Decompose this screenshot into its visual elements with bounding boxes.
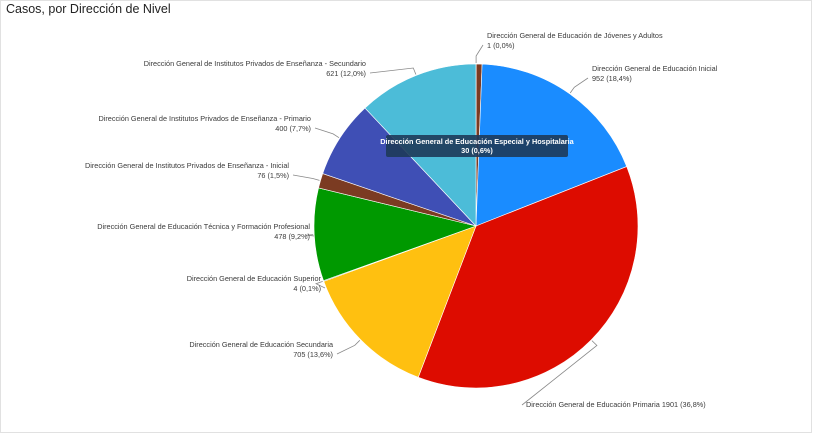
slice-label-value: 952 (18,4%) bbox=[592, 74, 632, 83]
slice-label-text: Dirección General de Educación Primaria … bbox=[526, 400, 706, 409]
slice-label-direccion-general-de-institutos-privados-de-ensenanza-inicial: Dirección General de Institutos Privados… bbox=[85, 161, 289, 180]
slice-label-direccion-general-de-educacion-primaria: Dirección General de Educación Primaria … bbox=[526, 400, 706, 409]
tooltip-background bbox=[386, 135, 568, 157]
slice-label-direccion-general-de-educacion-de-jovenes-y-adultos: Dirección General de Educación de Jóvene… bbox=[487, 31, 663, 50]
pie-slice-direccion-general-de-educacion-primaria[interactable] bbox=[417, 166, 639, 389]
slice-label-direccion-general-de-educacion-tecnica-y-formacion-profesional: Dirección General de Educación Técnica y… bbox=[97, 222, 310, 241]
leader-line-direccion-general-de-educacion-superior bbox=[315, 281, 326, 289]
leader-line-direccion-general-de-institutos-privados-de-ensenanza-primario bbox=[314, 127, 340, 139]
slice-label-direccion-general-de-educacion-inicial: Dirección General de Educación Inicial95… bbox=[592, 64, 718, 83]
slice-label-value: 400 (7,7%) bbox=[275, 124, 311, 133]
slice-label-direccion-general-de-institutos-privados-de-ensenanza-secundario: Dirección General de Institutos Privados… bbox=[144, 59, 366, 78]
slice-label-direccion-general-de-institutos-privados-de-ensenanza-primario: Dirección General de Institutos Privados… bbox=[98, 114, 311, 133]
leader-line-direccion-general-de-institutos-privados-de-ensenanza-inicial bbox=[292, 174, 320, 181]
leader-line-direccion-general-de-educacion-primaria bbox=[521, 340, 598, 406]
pie-slice-direccion-general-de-educacion-secundaria[interactable] bbox=[323, 225, 477, 378]
slice-label-name: Dirección General de Educación Inicial bbox=[592, 64, 718, 73]
slice-label-name: Dirección General de Institutos Privados… bbox=[85, 161, 289, 170]
slice-label-value: 478 (9,2%) bbox=[274, 232, 310, 241]
slice-label-direccion-general-de-educacion-secundaria: Dirección General de Educación Secundari… bbox=[189, 340, 334, 359]
slice-label-name: Dirección General de Educación Secundari… bbox=[189, 340, 334, 349]
slice-label-name: Dirección General de Educación Superior bbox=[187, 274, 322, 283]
tooltip-value: 30 (0,6%) bbox=[461, 146, 493, 155]
slice-label-name: Dirección General de Institutos Privados… bbox=[144, 59, 366, 68]
leader-line-direccion-general-de-educacion-inicial bbox=[569, 77, 589, 94]
leader-line-direccion-general-de-educacion-tecnica-y-formacion-profesional bbox=[306, 234, 315, 237]
leader-line-direccion-general-de-institutos-privados-de-ensenanza-secundario bbox=[369, 67, 417, 75]
tooltip-name: Dirección General de Educación Especial … bbox=[380, 137, 574, 146]
chart-tooltip: Dirección General de Educación Especial … bbox=[380, 135, 575, 157]
leader-line-direccion-general-de-educacion-secundaria bbox=[336, 340, 361, 355]
slice-label-value: 4 (0,1%) bbox=[293, 284, 321, 293]
slice-label-value: 705 (13,6%) bbox=[293, 350, 333, 359]
slice-label-name: Dirección General de Institutos Privados… bbox=[98, 114, 311, 123]
pie-slice-direccion-general-de-educacion-tecnica-y-formacion-profesional[interactable] bbox=[313, 187, 478, 282]
chart-title: Casos, por Dirección de Nivel bbox=[6, 2, 171, 16]
slice-label-value: 621 (12,0%) bbox=[326, 69, 366, 78]
slice-label-value: 1 (0,0%) bbox=[487, 41, 515, 50]
slice-label-value: 76 (1,5%) bbox=[257, 171, 289, 180]
leader-line-direccion-general-de-educacion-de-jovenes-y-adultos bbox=[475, 44, 484, 63]
slice-label-name: Dirección General de Educación Técnica y… bbox=[97, 222, 310, 231]
slice-label-name: Dirección General de Educación de Jóvene… bbox=[487, 31, 663, 40]
slice-label-direccion-general-de-educacion-superior: Dirección General de Educación Superior4… bbox=[187, 274, 322, 293]
